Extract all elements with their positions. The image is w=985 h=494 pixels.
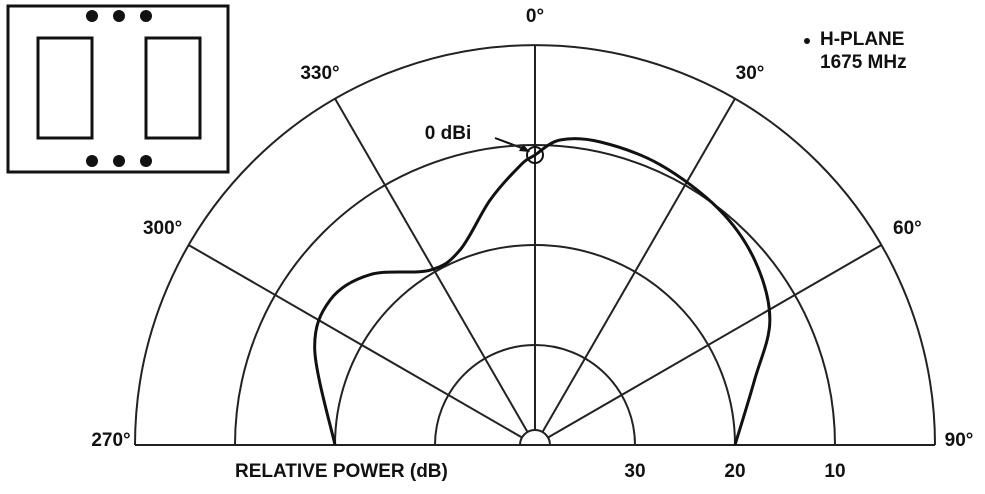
axis-label: RELATIVE POWER (dB): [235, 461, 448, 482]
theta-tick-label: 330°: [300, 63, 339, 84]
arrow-head: [519, 144, 530, 152]
theta-tick-label: 60°: [893, 218, 922, 239]
theta-tick-label: 300°: [143, 218, 182, 239]
spoke: [334, 98, 529, 433]
annotation: 1675 MHz: [820, 52, 907, 73]
r-tick-label: 20: [724, 461, 745, 482]
theta-tick-label: 30°: [736, 63, 765, 84]
marker: [526, 146, 544, 164]
spoke: [541, 98, 736, 433]
r-tick-label: 10: [824, 461, 845, 482]
marker-label: 0 dBi: [425, 123, 471, 144]
inset-diagram: [6, 4, 230, 174]
spoke: [188, 244, 523, 439]
bullet: [804, 38, 810, 44]
spoke: [547, 244, 882, 439]
r-tick-label: 30: [624, 461, 645, 482]
hub: [519, 429, 551, 446]
theta-tick-label: 270°: [91, 430, 130, 451]
annotation: H-PLANE: [820, 29, 904, 50]
theta-tick-label: 90°: [945, 430, 974, 451]
pattern-line: [313, 137, 772, 446]
theta-tick-label: 0°: [526, 6, 544, 27]
